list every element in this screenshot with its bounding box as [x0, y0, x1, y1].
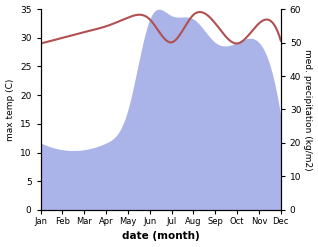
X-axis label: date (month): date (month): [122, 231, 200, 242]
Y-axis label: med. precipitation (kg/m2): med. precipitation (kg/m2): [303, 49, 313, 170]
Y-axis label: max temp (C): max temp (C): [5, 78, 15, 141]
